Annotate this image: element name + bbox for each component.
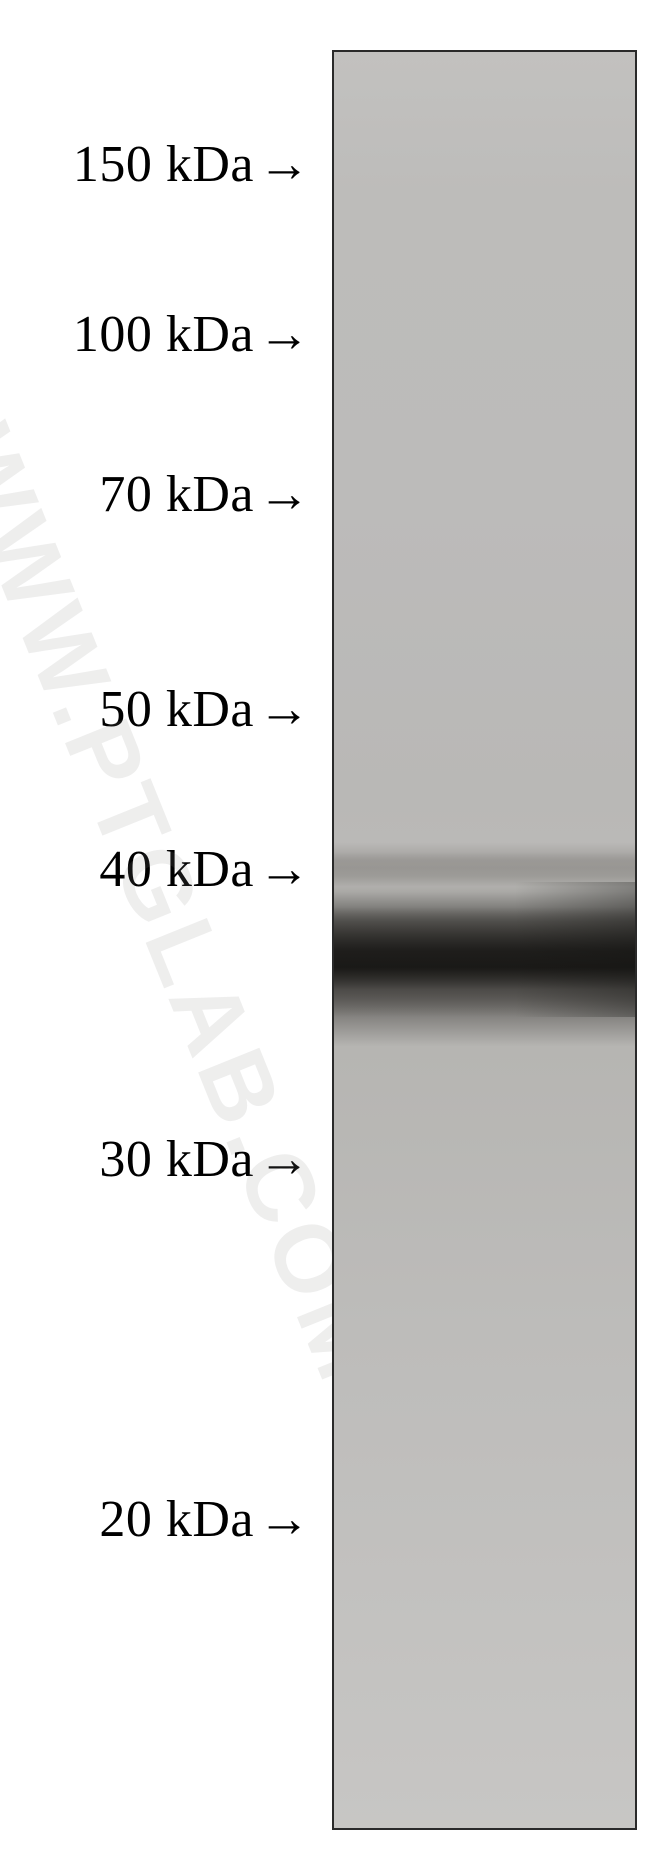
mw-label-text: 40 kDa [99, 840, 254, 899]
mw-label-70: 70 kDa → [0, 464, 310, 526]
arrow-right-icon: → [258, 1134, 310, 1186]
blot-figure: 150 kDa → 100 kDa → 70 kDa → 50 kDa → 40… [0, 0, 650, 1855]
arrow-right-icon: → [258, 684, 310, 736]
mw-label-100: 100 kDa → [0, 304, 310, 366]
mw-label-30: 30 kDa → [0, 1129, 310, 1191]
mw-marker-labels: 150 kDa → 100 kDa → 70 kDa → 50 kDa → 40… [0, 0, 310, 1855]
mw-label-text: 150 kDa [73, 135, 254, 194]
mw-label-text: 70 kDa [99, 465, 254, 524]
arrow-right-icon: → [258, 309, 310, 361]
mw-label-40: 40 kDa → [0, 839, 310, 901]
arrow-right-icon: → [258, 139, 310, 191]
mw-label-text: 100 kDa [73, 305, 254, 364]
arrow-right-icon: → [258, 1494, 310, 1546]
mw-label-text: 30 kDa [99, 1130, 254, 1189]
mw-label-50: 50 kDa → [0, 679, 310, 741]
mw-label-20: 20 kDa → [0, 1489, 310, 1551]
mw-label-text: 50 kDa [99, 680, 254, 739]
mw-label-text: 20 kDa [99, 1490, 254, 1549]
arrow-right-icon: → [258, 844, 310, 896]
mw-label-150: 150 kDa → [0, 134, 310, 196]
main-band-right-shade [334, 882, 635, 1017]
arrow-right-icon: → [258, 469, 310, 521]
blot-lane [332, 50, 637, 1830]
